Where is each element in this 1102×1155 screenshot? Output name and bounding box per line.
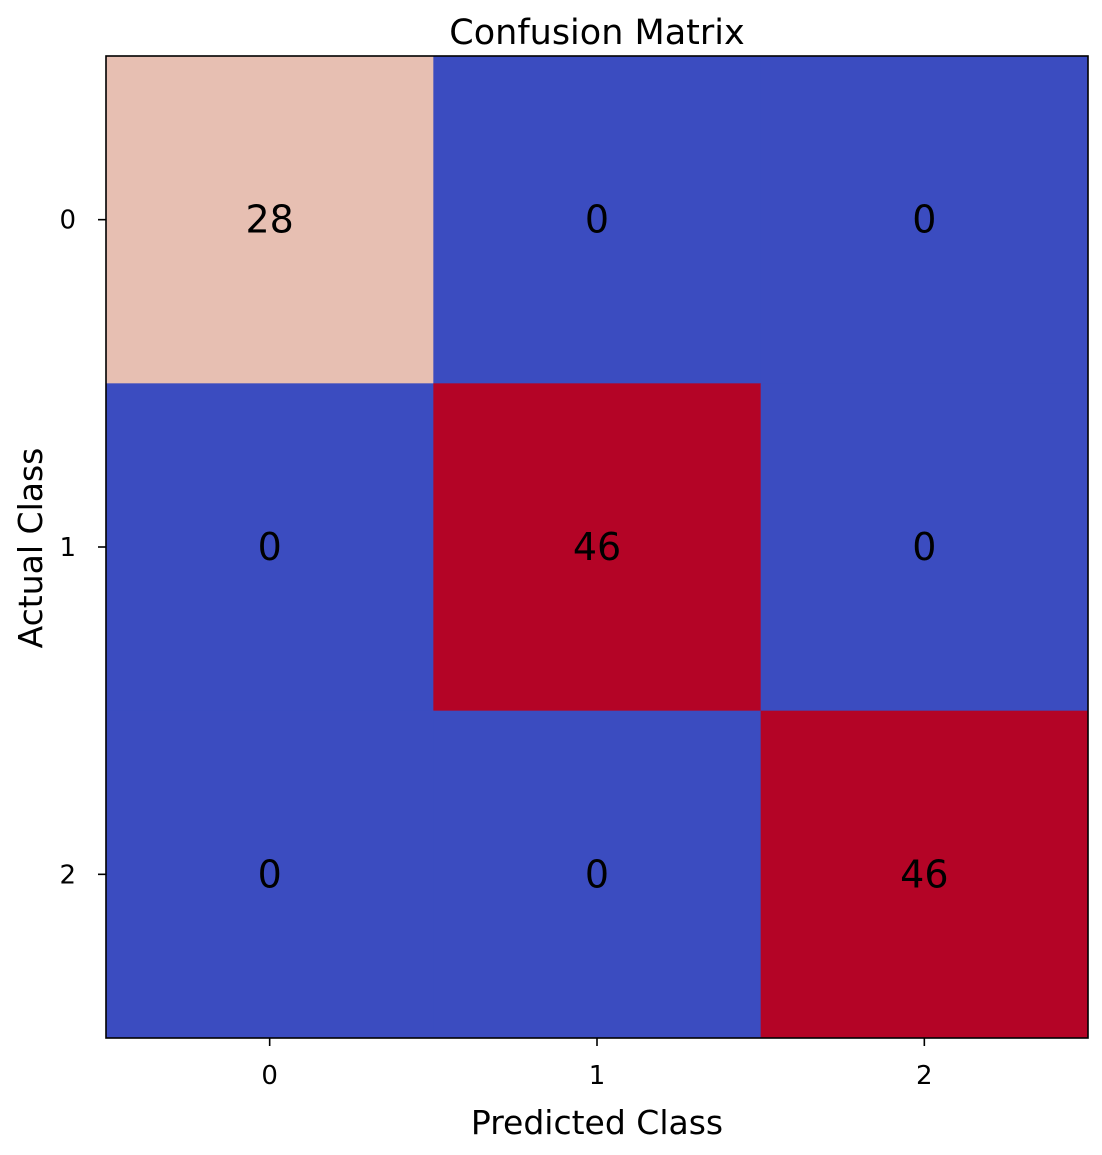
x-tick-label-0: 0 <box>261 1061 278 1091</box>
heatmap-cells <box>106 56 1089 1039</box>
cell-value-r2-c2: 46 <box>900 852 948 896</box>
heatmap-cell-r2-c0 <box>106 710 434 1039</box>
y-tick-label-2: 2 <box>59 860 76 890</box>
cell-value-r0-c0: 28 <box>245 198 293 242</box>
cell-value-r1-c0: 0 <box>258 525 282 569</box>
heatmap-cell-r1-c1 <box>433 383 762 712</box>
cell-value-r1-c2: 0 <box>912 525 936 569</box>
heatmap-cell-r0-c1 <box>433 56 762 384</box>
cell-value-r2-c1: 0 <box>585 852 609 896</box>
x-axis-ticks: 0 1 2 <box>261 1038 933 1091</box>
chart-title: Confusion Matrix <box>449 13 744 53</box>
x-tick-label-2: 2 <box>916 1061 933 1091</box>
cell-value-r1-c1: 46 <box>573 525 621 569</box>
y-tick-label-0: 0 <box>59 206 76 236</box>
heatmap-cell-r2-c1 <box>433 710 762 1039</box>
heatmap-cell-r1-c2 <box>760 383 1089 712</box>
cell-value-r2-c0: 0 <box>258 852 282 896</box>
heatmap-cell-r1-c0 <box>106 383 434 712</box>
heatmap-cell-r0-c0 <box>106 56 434 384</box>
x-tick-label-1: 1 <box>589 1061 606 1091</box>
x-axis-label: Predicted Class <box>471 1103 723 1142</box>
heatmap-cell-r0-c2 <box>760 56 1089 384</box>
cell-value-r0-c1: 0 <box>585 198 609 242</box>
y-axis-label: Actual Class <box>11 448 50 649</box>
cell-value-r0-c2: 0 <box>912 198 936 242</box>
heatmap-cell-r2-c2 <box>760 710 1089 1039</box>
heatmap-cell-labels: 28 0 0 0 46 0 0 0 46 <box>245 198 948 897</box>
y-axis-ticks: 0 1 2 <box>59 206 106 890</box>
y-tick-label-1: 1 <box>59 533 76 563</box>
